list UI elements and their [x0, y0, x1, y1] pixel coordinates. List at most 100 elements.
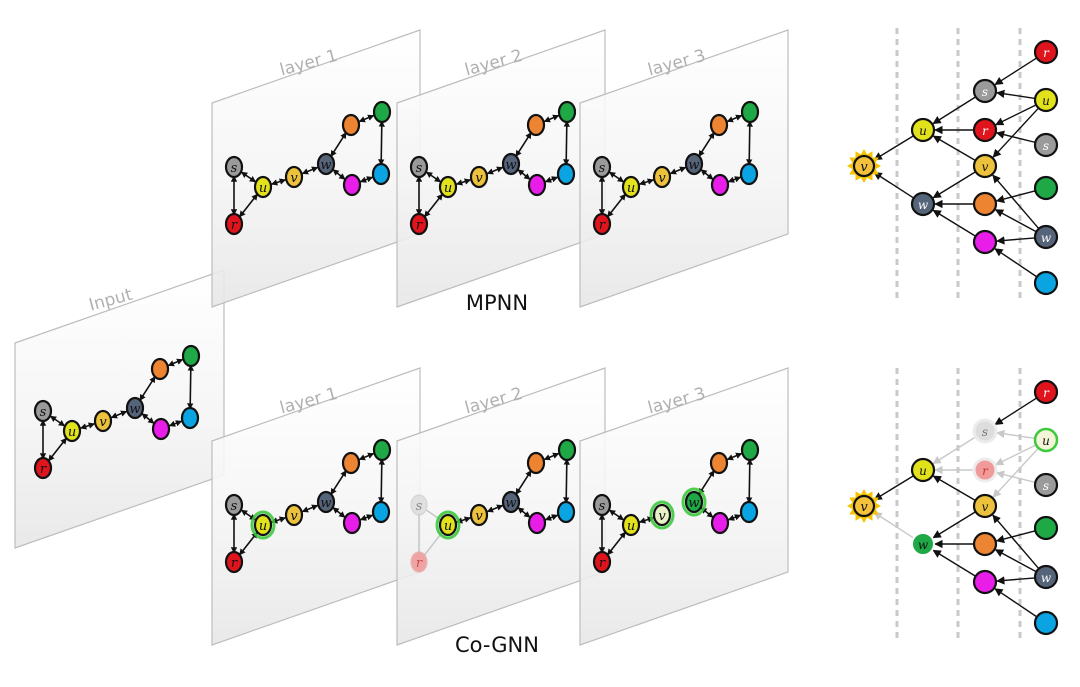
node-blue	[556, 162, 576, 186]
tree-leaf-u: u	[1033, 427, 1059, 453]
edge-green-blue	[746, 458, 753, 504]
tree-edge-u-v	[873, 135, 914, 161]
tree-leaf-u: u	[1033, 87, 1059, 113]
node-magenta	[342, 511, 362, 535]
node-s: s	[592, 155, 612, 179]
node-u: u	[621, 513, 641, 537]
tree-leaf-s-letter: s	[1043, 139, 1049, 153]
tree-node-s: s	[972, 418, 998, 444]
tree-edge-u3-s2	[996, 429, 1036, 440]
edge-w-orange	[330, 132, 347, 157]
tree-leaf-u-letter: u	[1042, 434, 1050, 448]
node-s-letter: s	[231, 499, 238, 514]
node-green	[557, 100, 577, 124]
edge-green-blue	[563, 458, 570, 504]
node-blue	[556, 500, 576, 524]
edge-r-u	[238, 531, 259, 556]
tree-leaf-s-letter: s	[1043, 479, 1049, 493]
tree-edge-w3-o2	[994, 209, 1037, 233]
node-s-letter: s	[416, 161, 423, 176]
edge-blue-magenta	[359, 514, 374, 521]
tree-edge-v2-u	[932, 475, 976, 502]
node-r-letter: r	[231, 218, 238, 233]
edge-s-u	[608, 509, 625, 521]
edge-orange-green	[543, 114, 560, 123]
edge-v-w	[110, 410, 128, 419]
edge-blue-magenta	[168, 420, 183, 427]
edge-u-v	[270, 178, 287, 186]
tree-edge-g3-o2	[995, 190, 1036, 204]
node-orange	[526, 451, 546, 475]
node-v-letter: v	[99, 415, 107, 430]
node-magenta	[527, 173, 547, 197]
tree-edge-u3-r2	[995, 104, 1037, 126]
tree-leaf-s: s	[1033, 472, 1059, 498]
edge-u-v	[455, 178, 472, 186]
edge-w-orange	[698, 132, 715, 157]
node-blue	[371, 500, 391, 524]
edge-w-orange	[139, 376, 156, 401]
node-w: w	[501, 152, 521, 176]
tree-node-s-letter: s	[982, 85, 988, 99]
node-w: w	[316, 490, 336, 514]
edge-orange-green	[726, 452, 743, 461]
node-r: r	[409, 212, 429, 236]
edge-s-u	[240, 171, 257, 183]
node-s-letter: s	[231, 161, 238, 176]
node-s-letter: s	[416, 499, 423, 514]
edge-magenta-w	[332, 169, 346, 180]
edge-blue-magenta	[544, 514, 559, 521]
tree-edge-m2-w	[932, 209, 976, 237]
node-u-letter: u	[259, 519, 267, 534]
node-v: v	[469, 503, 489, 527]
tree-edge-w3-v2	[992, 514, 1040, 570]
tree-leaf-w-letter: w	[1041, 231, 1052, 245]
tree-edge-v2-w	[932, 171, 976, 199]
cognn-computation-tree: v u w s r v r u s w	[847, 368, 1059, 638]
tree-node-v-letter: v	[982, 500, 989, 514]
edge-v-w	[669, 166, 687, 175]
mpnn-caption: MPNN	[466, 291, 528, 315]
edge-v-w	[486, 504, 504, 513]
tree-leaf-w: w	[1033, 224, 1059, 250]
tree-edge-v2-w	[932, 511, 976, 539]
tree-node-r-letter: r	[982, 124, 989, 138]
tree-node-u-letter: u	[919, 124, 927, 138]
node-orange	[709, 113, 729, 137]
tree-leaf-blue	[1033, 610, 1059, 636]
node-w-letter: w	[688, 496, 699, 511]
node-u-letter: u	[444, 181, 452, 196]
node-s: s	[592, 493, 612, 517]
tree-edge-w-v	[873, 171, 915, 199]
node-r-letter: r	[40, 462, 47, 477]
node-blue	[180, 406, 200, 430]
tree-node-r-letter: r	[982, 464, 989, 478]
node-s: s	[409, 155, 429, 179]
tree-edge-w3-m2	[996, 576, 1036, 585]
node-v: v	[649, 500, 675, 530]
node-orange	[709, 451, 729, 475]
tree-edge-s3-r2	[995, 470, 1036, 484]
edge-v-w	[301, 504, 319, 513]
node-v: v	[93, 409, 113, 433]
tree-edge-g3-o2	[995, 530, 1036, 544]
edge-v-w	[301, 166, 319, 175]
node-v-letter: v	[475, 509, 483, 524]
edge-orange-green	[543, 452, 560, 461]
edge-s-u	[608, 171, 625, 183]
edge-magenta-w	[332, 507, 346, 518]
tree-leaf-r-letter: r	[1043, 46, 1050, 60]
node-w-letter: w	[505, 158, 516, 173]
node-orange	[526, 113, 546, 137]
edge-orange-green	[358, 114, 375, 123]
tree-edge-v2-u	[932, 135, 976, 162]
tree-node-u: u	[910, 457, 936, 483]
edge-green-blue	[378, 458, 385, 504]
tree-edge-u3-s2	[996, 89, 1036, 100]
tree-edge-u-v	[873, 475, 914, 501]
tree-node-u: u	[910, 117, 936, 143]
tree-edge-r3-s2	[994, 397, 1038, 426]
node-v-letter: v	[658, 509, 666, 524]
